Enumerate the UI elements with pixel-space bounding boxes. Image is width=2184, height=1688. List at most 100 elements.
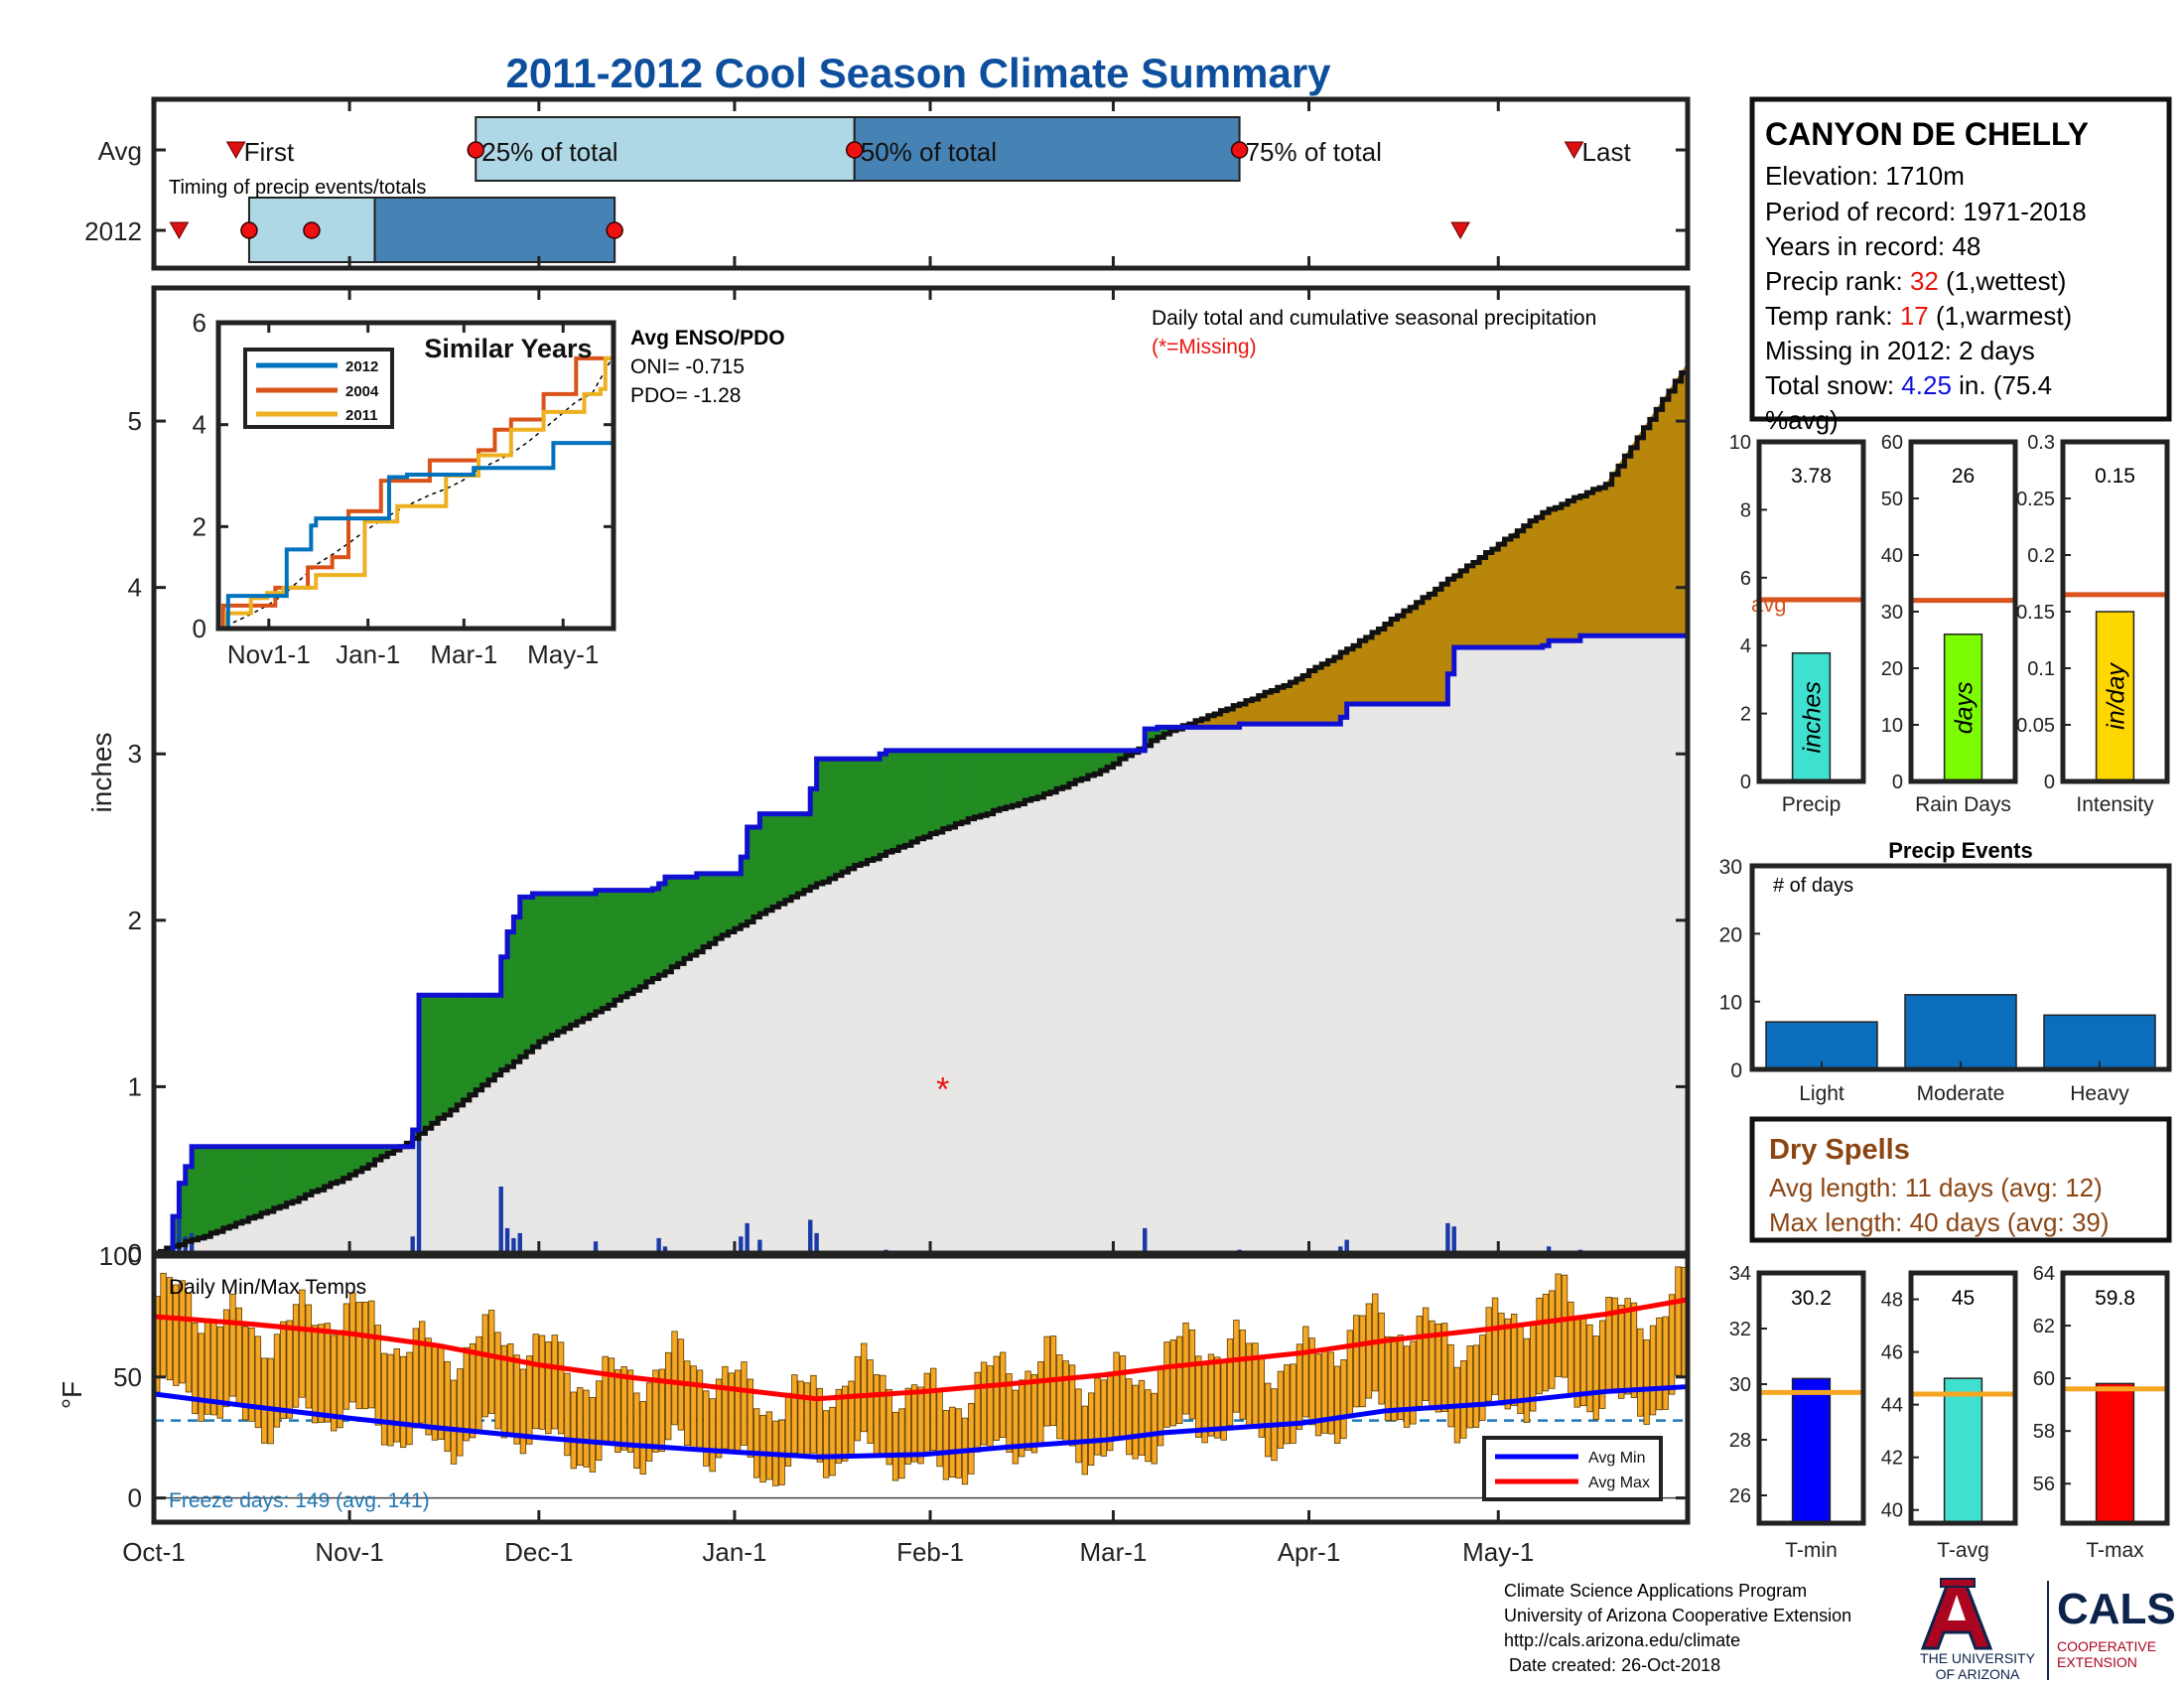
mini-bar: [1943, 633, 1983, 782]
daily-temp-bar: [179, 1280, 186, 1384]
daily-temp-bar: [1075, 1388, 1082, 1464]
daily-temp-bar: [1542, 1293, 1550, 1392]
coop-line-1: COOPERATIVE: [2057, 1638, 2156, 1654]
avg-min-line: [153, 1384, 1689, 1460]
daily-temp-bar: [457, 1368, 464, 1457]
daily-temp-bar: [1378, 1312, 1385, 1405]
daily-temp-bar: [797, 1380, 804, 1459]
mini-ytick-label: 0: [1740, 772, 1751, 793]
daily-temp-bar: [1561, 1274, 1569, 1378]
temp-ytick-label: 100: [99, 1241, 142, 1271]
mini-panel-frame: [1908, 1270, 2018, 1526]
daily-temp-bar: [620, 1366, 627, 1451]
mini-value: 0.15: [2095, 465, 2135, 488]
main-ytick-label: 1: [128, 1071, 142, 1101]
daily-temp-bar: [349, 1292, 356, 1403]
daily-temp-bar: [1460, 1360, 1467, 1439]
mini-ytick-label: 40: [1881, 1500, 1903, 1522]
daily-temp-bar: [1145, 1389, 1152, 1463]
daily-temp-bar: [684, 1360, 691, 1446]
daily-temp-bar: [469, 1342, 477, 1439]
daily-temp-bar: [633, 1392, 640, 1470]
daily-temp-bar: [949, 1406, 956, 1477]
precip-events-panel: Precip Events Light Moderate Heavy0102030 …: [1719, 838, 2172, 1105]
inset-ytick-label: 0: [193, 614, 206, 643]
station-temp-rank: Temp rank: 17 (1,warmest): [1765, 301, 2072, 331]
daily-temp-bar: [854, 1355, 862, 1442]
below-both-area: [154, 624, 1688, 1253]
footer-line-2: University of Arizona Cooperative Extens…: [1504, 1606, 1851, 1625]
daily-temp-bar: [450, 1379, 458, 1465]
yr-first-marker: [169, 221, 190, 240]
daily-temp-bar: [1340, 1358, 1347, 1440]
daily-temp-bar: [380, 1352, 388, 1446]
mini-ytick-label: 0.25: [2016, 489, 2055, 510]
x-tick-label: Nov-1: [315, 1537, 383, 1567]
daily-precip-bar: [1445, 1222, 1450, 1253]
mini-panel-t-avg: 40 42 44 46 48 45 T-avg: [1881, 1270, 2018, 1562]
daily-temp-bar: [1151, 1392, 1158, 1465]
avg-max-line: [153, 1297, 1689, 1402]
daily-temp-bar: [248, 1327, 255, 1422]
avg-50-marker: [845, 141, 864, 159]
daily-temp-bar: [399, 1355, 407, 1449]
daily-temp-bar: [614, 1369, 621, 1453]
daily-temp-bar: [1314, 1353, 1322, 1437]
daily-temp-bar: [1094, 1377, 1101, 1456]
daily-precip-bar: [808, 1219, 813, 1253]
mini-label: Rain Days: [1915, 793, 2011, 816]
daily-temp-bar: [835, 1388, 843, 1464]
daily-temp-bar: [1675, 1266, 1682, 1376]
daily-temp-bar: [286, 1320, 293, 1419]
mini-ytick-label: 0.2: [2027, 545, 2055, 567]
mini-ytick-label: 0: [1892, 772, 1903, 793]
daily-temp-bar: [930, 1367, 937, 1452]
footer-line-1: Climate Science Applications Program: [1504, 1581, 1807, 1601]
mini-ytick-label: 8: [1740, 499, 1751, 521]
daily-temp-bar: [1466, 1345, 1473, 1429]
daily-temp-bar: [993, 1355, 1000, 1441]
daily-temp-bar: [1656, 1317, 1663, 1411]
dry-title: Dry Spells: [1769, 1134, 1910, 1166]
yr-75-marker: [606, 221, 623, 239]
daily-temp-bar: [261, 1357, 268, 1444]
daily-temp-bar: [1479, 1335, 1486, 1421]
mini-ytick-label: 0.05: [2016, 715, 2055, 737]
daily-temp-bar: [999, 1351, 1007, 1438]
main-ytick-label: 0: [128, 1238, 142, 1268]
daily-temp-bar: [318, 1324, 325, 1423]
daily-temp-bar: [1365, 1303, 1373, 1399]
daily-temp-bar: [368, 1300, 375, 1409]
events-title: Precip Events: [1888, 838, 2033, 863]
daily-temp-bar: [254, 1336, 262, 1429]
daily-temp-bar: [374, 1325, 381, 1426]
daily-precip-bar: [517, 1232, 522, 1253]
mini-unit-label: inches: [1799, 681, 1827, 753]
daily-temp-bar: [1555, 1273, 1562, 1377]
timeline-last-label: Last: [1582, 137, 1632, 167]
daily-temp-bar: [545, 1340, 552, 1435]
daily-temp-bar: [848, 1380, 855, 1459]
timeline-first-label: First: [244, 137, 295, 167]
daily-temp-bar: [658, 1368, 666, 1453]
mini-ytick-label: 46: [1881, 1342, 1903, 1364]
mini-panel-frame: [1756, 1270, 1866, 1526]
mini-ytick-label: 30: [1881, 602, 1903, 624]
event-category-label: Light: [1799, 1082, 1844, 1105]
temps-title: Daily Min/Max Temps: [169, 1276, 366, 1299]
x-tick-label: Mar-1: [1079, 1537, 1147, 1567]
x-tick-label: May-1: [1462, 1537, 1534, 1567]
temps-legend: [1482, 1436, 1663, 1501]
inset-xtick-label: Mar-1: [430, 639, 497, 669]
avg-q1-box: [475, 116, 856, 182]
enso-title: Avg ENSO/PDO: [630, 327, 785, 350]
daily-temp-bar: [873, 1374, 881, 1455]
daily-temp-bar: [626, 1369, 634, 1453]
mini-label: Precip: [1782, 793, 1842, 816]
daily-precip-bar: [757, 1239, 762, 1253]
daily-temp-bar: [1637, 1328, 1644, 1417]
daily-temp-bar: [842, 1385, 849, 1462]
daily-temp-bar: [1163, 1341, 1170, 1428]
daily-temp-bar: [576, 1387, 584, 1467]
